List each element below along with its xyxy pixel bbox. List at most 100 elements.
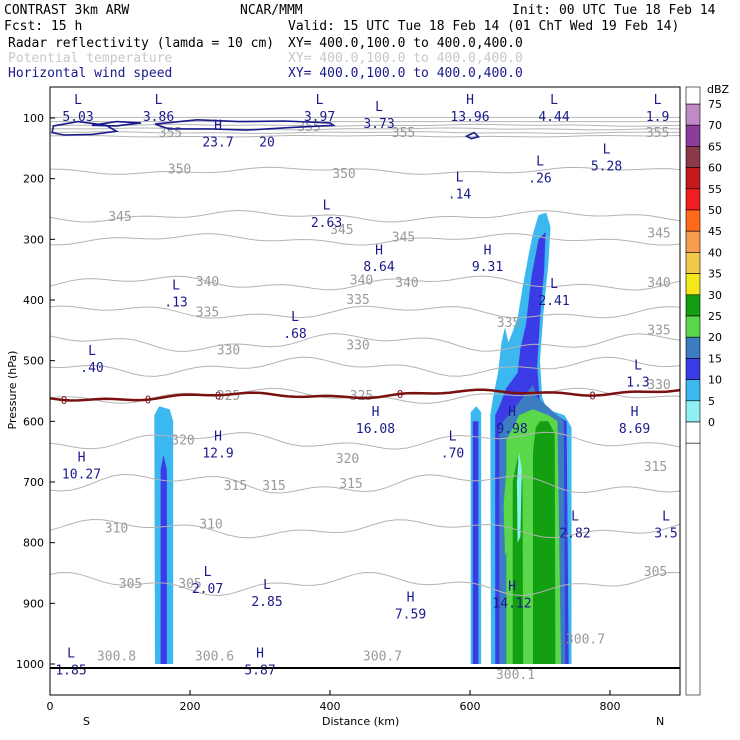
freezing-level-label: 0 [145, 394, 152, 407]
colorbar-label: 30 [708, 289, 722, 302]
wind-extremum-low: L [316, 93, 324, 108]
theta-contour-line [49, 518, 681, 539]
colorbar-label: 40 [708, 246, 722, 259]
reflectivity-5-dbz [516, 451, 522, 543]
wind-extremum-value: 1.3 [626, 376, 649, 391]
theta-contour-label: 315 [262, 479, 285, 494]
wind-extremum-value: 9.31 [472, 260, 503, 275]
theta-contour-label: 300.8 [97, 650, 136, 665]
colorbar-label: 15 [708, 352, 722, 365]
wind-extremum-low: L [204, 565, 212, 580]
theta-contour-label: 340 [350, 274, 373, 289]
org-label: NCAR/MMM [240, 3, 303, 18]
theta-contour-label: 355 [646, 126, 669, 141]
theta-contour-label: 345 [647, 226, 670, 241]
colorbar-swatch [685, 358, 701, 380]
wind-extremum-low: L [323, 198, 331, 213]
colorbar-swatch [685, 400, 701, 423]
theta-contour-line [49, 431, 681, 450]
theta-contour-label: 300.1 [496, 668, 535, 683]
plot-frame [49, 86, 681, 696]
freezing-level-line [49, 388, 681, 402]
valid-time: Valid: 15 UTC Tue 18 Feb 14 (01 ChT Wed … [288, 19, 679, 34]
wind-extremum-high: H [508, 405, 516, 420]
wind-extremum-low: L [155, 93, 163, 108]
theta-contour-label: 345 [392, 231, 415, 246]
colorbar-label: 55 [708, 183, 722, 196]
wind-extremum-value: 10.27 [62, 468, 101, 483]
wind-extremum-value: 14.12 [492, 596, 531, 611]
theta-contour-label: 325 [217, 389, 240, 404]
y-tick-label: 400 [23, 294, 44, 307]
wind-speed-contour [91, 120, 142, 127]
reflectivity-15-dbz [160, 454, 167, 664]
theta-contour-label: 335 [196, 306, 219, 321]
x-tick-label: 800 [600, 700, 621, 713]
wind-extremum-high: H [372, 405, 380, 420]
x-tick-label: 400 [320, 700, 341, 713]
colorbar-label: 25 [708, 310, 722, 323]
wind-extremum-value: 3.97 [304, 110, 335, 125]
colorbar-bottom [685, 442, 701, 696]
theta-contour-label: 340 [196, 275, 219, 290]
wind-extremum-high: H [508, 579, 516, 594]
wind-extremum-value: .14 [448, 187, 472, 202]
wind-extremum-low: L [603, 143, 611, 158]
x-tick-label: 0 [47, 700, 54, 713]
wind-extremum-value: 8.64 [363, 260, 394, 275]
freezing-level-label: 0 [589, 390, 596, 403]
theta-contour-label: 330 [346, 339, 369, 354]
theta-contours: 355 355 355 355 350 350 345 345 345 345 340 340 340 3… [49, 116, 681, 683]
wind-extremum-value: 23.7 [202, 135, 233, 150]
wind-extremum-high: H [466, 93, 474, 108]
axes: Distance (km) Pressure (hPa) S N 0 200 400… [6, 112, 664, 728]
theta-contour-line [49, 305, 681, 319]
plot-area: 355 355 355 355 350 350 345 345 345 345 340 340 340 3… [49, 86, 681, 696]
field-2-name: Potential temperature [8, 51, 173, 66]
wind-extremum-value: 13.96 [450, 110, 489, 125]
wind-extremum-value: 3.5 [654, 527, 677, 542]
y-tick-label: 600 [23, 415, 44, 428]
theta-contour-label: 315 [644, 460, 667, 475]
theta-contour-label: 335 [497, 316, 520, 331]
theta-contour-line [49, 166, 681, 175]
colorbar-label: 0 [708, 416, 715, 429]
wind-extremum-high: H [78, 451, 86, 466]
wind-extremum-high: H [256, 647, 264, 662]
y-axis-title: Pressure (hPa) [6, 351, 19, 430]
colorbar-label: 70 [708, 119, 722, 132]
reflectivity-30-dbz [514, 542, 521, 664]
wind-extremum-value: 2.07 [192, 582, 223, 597]
wind-extremum-high: H [375, 243, 383, 258]
theta-contour-label: 320 [171, 434, 194, 449]
colorbar-top [685, 86, 701, 105]
theta-contour-label: 325 [350, 389, 373, 404]
colorbar-label: 10 [708, 374, 722, 387]
wind-extremum-value: .26 [528, 172, 551, 187]
wind-extremum-value: 5.87 [244, 664, 275, 679]
theta-contour-label: 340 [395, 276, 418, 291]
wind-extremum-value: 1.9 [646, 110, 669, 125]
colorbar-swatch [685, 209, 701, 232]
theta-contour-label: 350 [168, 163, 191, 178]
theta-contour-label: 300.7 [566, 633, 605, 648]
colorbar-swatch [685, 421, 701, 444]
field-1-xy: XY= 400.0,100.0 to 400.0,400.0 [288, 36, 523, 51]
wind-extremum-value: 7.59 [395, 607, 426, 622]
theta-contour-label: 330 [647, 378, 670, 393]
y-tick-label: 900 [23, 597, 44, 610]
theta-contour-label: 305 [644, 565, 667, 580]
wind-extremum-value: .13 [164, 295, 187, 310]
wind-extremum-value: 8.69 [619, 422, 650, 437]
wind-extremum-low: L [550, 93, 558, 108]
theta-contour-label: 335 [647, 323, 670, 338]
colorbar-swatch [685, 294, 701, 317]
theta-contour-line [49, 275, 681, 291]
colorbar-swatch [685, 167, 701, 190]
colorbar-swatch [685, 336, 701, 359]
theta-contour-line [49, 332, 681, 352]
wind-speed-contour [154, 118, 336, 131]
wind-extremum-low: L [88, 344, 96, 359]
wind-extremum-high: H [214, 430, 222, 445]
